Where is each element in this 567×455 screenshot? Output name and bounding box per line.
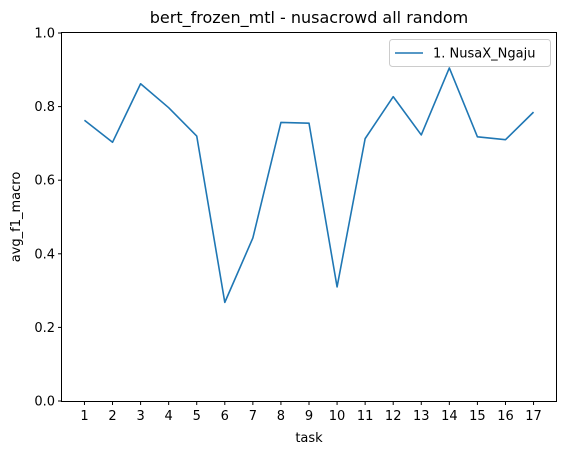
x-axis-ticks: 1 2 3 4 5 6 7 8 9 10 11 12 13 14 15 16 17 <box>80 401 542 424</box>
y-axis-ticks: 0.0 0.2 0.4 0.6 0.8 1.0 <box>34 27 62 410</box>
series-line-0 <box>83 67 535 304</box>
x-tick-label: 11 <box>357 409 374 424</box>
y-tick-label: 0.0 <box>34 395 55 410</box>
x-tick-label: 15 <box>469 409 486 424</box>
x-axis-label: task <box>295 431 323 446</box>
y-tick-label: 0.6 <box>34 174 55 189</box>
y-tick-label: 0.2 <box>34 321 55 336</box>
x-tick-label: 2 <box>108 409 116 424</box>
legend-entry-label: 1. NusaX_Ngaju <box>433 47 535 62</box>
y-tick-label: 0.4 <box>34 247 55 262</box>
chart-title: bert_frozen_mtl - nusacrowd all random <box>150 8 469 28</box>
x-tick-label: 12 <box>385 409 402 424</box>
plot-area-frame <box>61 32 557 402</box>
x-tick-label: 13 <box>413 409 430 424</box>
x-tick-label: 6 <box>221 409 229 424</box>
y-axis-label: avg_f1_macro <box>9 172 24 263</box>
legend: 1. NusaX_Ngaju <box>389 39 551 67</box>
x-tick-label: 5 <box>193 409 201 424</box>
legend-box <box>389 39 551 67</box>
x-tick-label: 7 <box>249 409 257 424</box>
y-tick-label: 0.8 <box>34 100 55 115</box>
x-tick-label: 9 <box>305 409 313 424</box>
series-layer <box>83 67 535 304</box>
x-tick-label: 3 <box>136 409 144 424</box>
x-tick-label: 16 <box>497 409 514 424</box>
x-tick-label: 17 <box>525 409 542 424</box>
x-tick-label: 8 <box>277 409 285 424</box>
y-tick-label: 1.0 <box>34 27 55 42</box>
x-tick-label: 14 <box>441 409 458 424</box>
x-tick-label: 4 <box>165 409 173 424</box>
x-tick-label: 10 <box>329 409 346 424</box>
x-tick-label: 1 <box>80 409 88 424</box>
